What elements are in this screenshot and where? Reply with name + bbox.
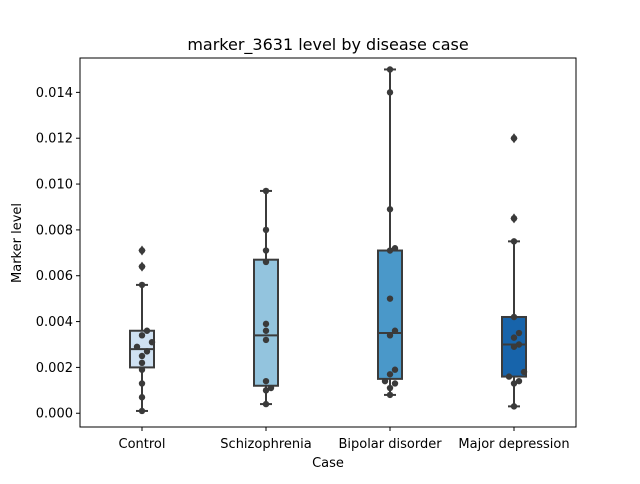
data-point — [133, 343, 141, 350]
y-tick-label: 0.008 — [36, 223, 73, 238]
data-point — [138, 394, 146, 401]
x-axis-label: Case — [312, 456, 344, 471]
data-point — [262, 247, 270, 254]
y-tick-label: 0.004 — [36, 315, 73, 330]
data-point — [262, 400, 270, 408]
x-tick-label: Bipolar disorder — [338, 437, 442, 452]
data-point — [510, 343, 518, 350]
x-tick-label: Major depression — [458, 437, 569, 452]
data-point — [138, 359, 146, 367]
data-point — [138, 281, 146, 289]
data-point — [138, 407, 146, 415]
data-point — [267, 384, 275, 392]
data-point — [391, 380, 399, 387]
data-point — [510, 334, 518, 341]
data-point — [510, 313, 518, 321]
y-axis-label: Marker level — [10, 203, 25, 283]
data-point — [143, 348, 151, 355]
data-point — [262, 226, 270, 234]
data-point — [386, 391, 394, 399]
data-point — [262, 387, 270, 394]
data-point — [262, 327, 270, 334]
data-point — [391, 245, 399, 252]
data-point — [262, 336, 270, 344]
y-tick-label: 0.000 — [36, 407, 73, 422]
data-point — [143, 327, 151, 334]
plot-area: 0.000 0.002 0.004 0.006 0.008 0.010 0.012 0.014… — [36, 66, 570, 452]
data-point — [391, 327, 399, 334]
x-tick-label: Control — [119, 437, 166, 452]
y-tick-label: 0.014 — [36, 86, 73, 101]
box — [377, 249, 403, 380]
data-point — [520, 368, 528, 376]
data-point — [262, 377, 270, 385]
data-point — [386, 247, 394, 254]
x-tick-label: Schizophrenia — [220, 437, 311, 452]
data-point — [138, 332, 146, 339]
data-point — [515, 377, 523, 385]
data-point — [510, 135, 518, 142]
data-point — [138, 352, 146, 360]
data-point — [515, 329, 523, 337]
plot-frame — [79, 57, 577, 428]
chart-title: marker_3631 level by disease case — [187, 35, 468, 55]
y-tick-label: 0.012 — [36, 132, 73, 147]
y-tick-label: 0.006 — [36, 269, 73, 284]
data-point — [386, 332, 394, 339]
data-point — [386, 66, 394, 73]
data-point — [386, 89, 394, 96]
data-point — [386, 206, 394, 213]
data-point — [386, 295, 394, 302]
data-point — [515, 341, 523, 348]
data-point — [138, 263, 146, 270]
data-point — [262, 320, 270, 328]
data-point — [510, 215, 518, 222]
data-point — [510, 238, 518, 245]
data-point — [391, 366, 399, 373]
data-point — [148, 338, 156, 346]
y-tick-label: 0.002 — [36, 361, 73, 376]
data-point — [262, 258, 270, 266]
data-point — [510, 380, 518, 387]
y-tick-label: 0.010 — [36, 178, 73, 193]
data-point — [386, 371, 394, 378]
data-point — [138, 247, 146, 254]
data-point — [386, 384, 394, 392]
data-point — [381, 377, 389, 385]
data-point — [138, 380, 146, 387]
data-point — [505, 373, 513, 380]
data-point — [262, 187, 270, 195]
data-point — [138, 366, 146, 373]
data-point — [510, 403, 518, 410]
